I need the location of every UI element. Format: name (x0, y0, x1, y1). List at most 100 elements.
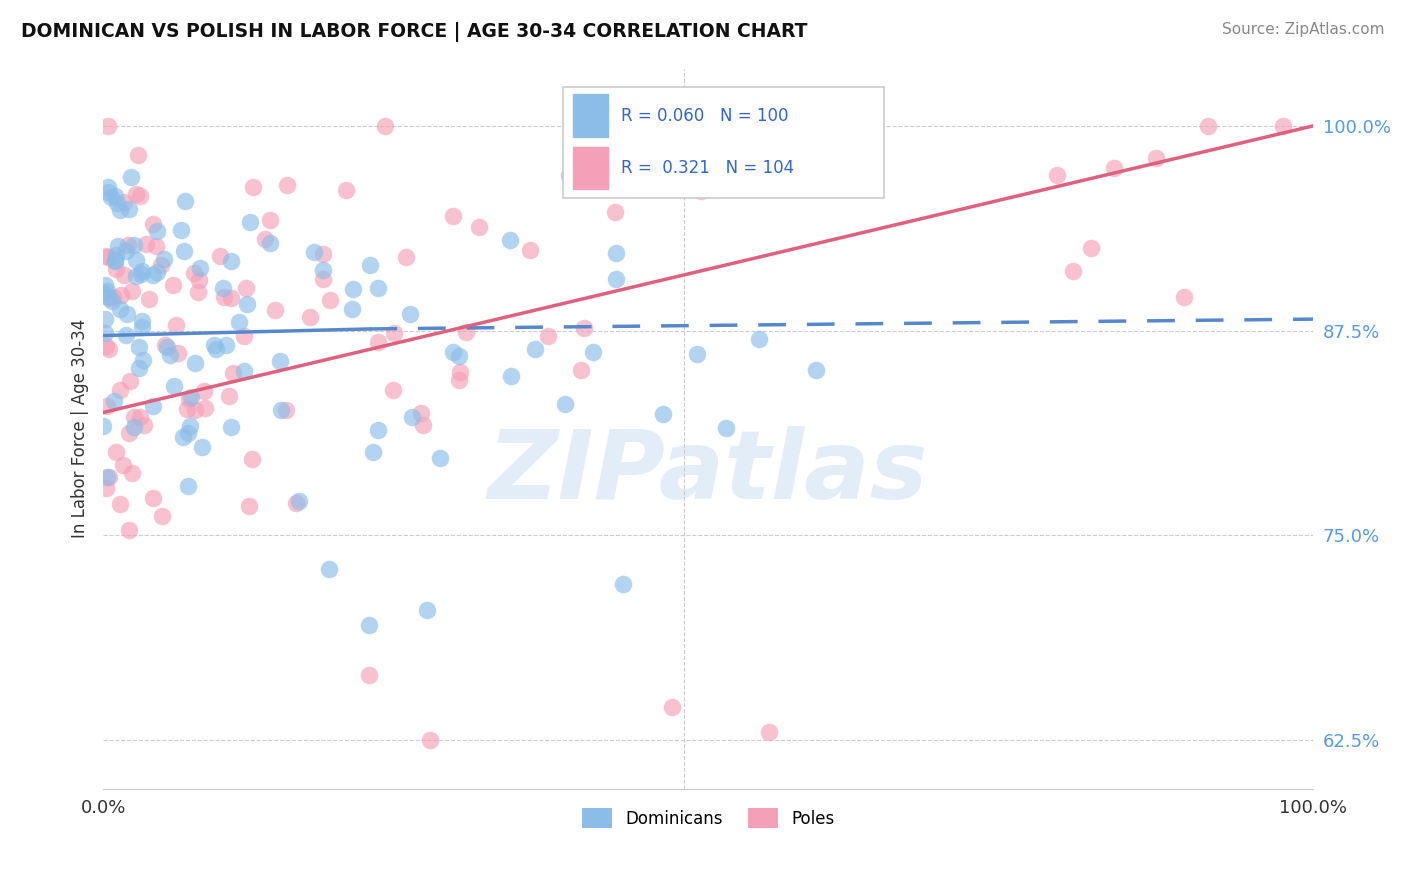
Point (97, 470, 120, 484)
Point (1102, 161, 1125, 176)
Point (205, 342, 228, 356)
Point (312, 262, 335, 277)
Point (194, 401, 217, 416)
Point (142, 217, 165, 231)
Point (97, 289, 120, 303)
Point (401, 409, 423, 424)
Point (340, 302, 363, 317)
Point (104, 254, 127, 268)
Y-axis label: In Labor Force | Age 30-34: In Labor Force | Age 30-34 (72, 319, 89, 539)
Point (382, 326, 405, 341)
Point (142, 268, 165, 282)
Point (98, 343, 121, 357)
Point (128, 360, 150, 375)
Point (236, 297, 259, 311)
Point (367, 281, 389, 295)
Point (605, 272, 627, 286)
Point (122, 409, 145, 424)
Point (104, 252, 127, 267)
Point (94, 249, 117, 263)
Point (94, 278, 117, 293)
Point (312, 271, 335, 285)
Point (409, 406, 432, 420)
Point (131, 264, 153, 278)
Point (269, 353, 291, 368)
Point (263, 302, 285, 317)
Legend: Dominicans, Poles: Dominicans, Poles (575, 801, 841, 835)
Point (412, 418, 434, 433)
Point (107, 238, 129, 252)
Point (572, 321, 595, 335)
Point (105, 195, 128, 210)
Point (288, 493, 311, 508)
Point (212, 290, 235, 304)
Point (318, 562, 340, 576)
Point (1144, 151, 1167, 165)
Point (180, 390, 202, 404)
Point (449, 365, 471, 379)
Point (214, 337, 236, 351)
Point (125, 252, 148, 267)
Point (276, 178, 298, 192)
Point (153, 252, 176, 267)
Point (1271, 119, 1294, 133)
Point (177, 425, 200, 440)
Point (499, 233, 522, 247)
Point (519, 243, 541, 257)
Point (342, 283, 364, 297)
Point (131, 314, 153, 328)
Point (176, 479, 198, 493)
Point (242, 180, 264, 194)
Point (218, 389, 240, 403)
Point (173, 244, 195, 258)
Text: DOMINICAN VS POLISH IN LABOR FORCE | AGE 30-34 CORRELATION CHART: DOMINICAN VS POLISH IN LABOR FORCE | AGE… (21, 22, 807, 42)
Point (335, 183, 357, 197)
Point (228, 315, 250, 329)
Point (240, 451, 263, 466)
Point (184, 356, 207, 370)
Point (748, 332, 770, 346)
Point (254, 232, 277, 246)
Point (150, 258, 173, 272)
Point (441, 344, 464, 359)
Point (429, 451, 451, 466)
Point (652, 407, 675, 421)
Point (117, 238, 139, 252)
Point (110, 288, 132, 302)
Point (108, 301, 131, 316)
Point (94, 326, 117, 340)
Point (363, 445, 385, 459)
Point (97, 119, 120, 133)
Point (93, 312, 115, 326)
Point (603, 205, 626, 219)
Point (104, 188, 127, 202)
Text: Source: ZipAtlas.com: Source: ZipAtlas.com (1222, 22, 1385, 37)
Point (96, 284, 118, 298)
Point (554, 397, 576, 411)
Point (97, 250, 120, 264)
Point (103, 394, 125, 409)
Point (537, 329, 560, 343)
Point (128, 189, 150, 203)
Point (101, 290, 124, 304)
Point (124, 420, 146, 434)
Point (232, 364, 254, 378)
Point (395, 251, 418, 265)
Point (806, 363, 828, 377)
Point (367, 423, 389, 437)
Point (118, 374, 141, 388)
Point (115, 244, 138, 258)
Point (124, 269, 146, 284)
Point (159, 348, 181, 362)
Point (93, 285, 115, 300)
Point (605, 246, 627, 260)
Point (848, 161, 870, 175)
Point (94, 339, 117, 353)
Point (238, 499, 260, 513)
Point (96, 470, 118, 484)
Point (111, 458, 134, 473)
Point (165, 318, 187, 332)
Point (467, 219, 489, 234)
Point (188, 261, 211, 276)
Point (1046, 168, 1069, 182)
